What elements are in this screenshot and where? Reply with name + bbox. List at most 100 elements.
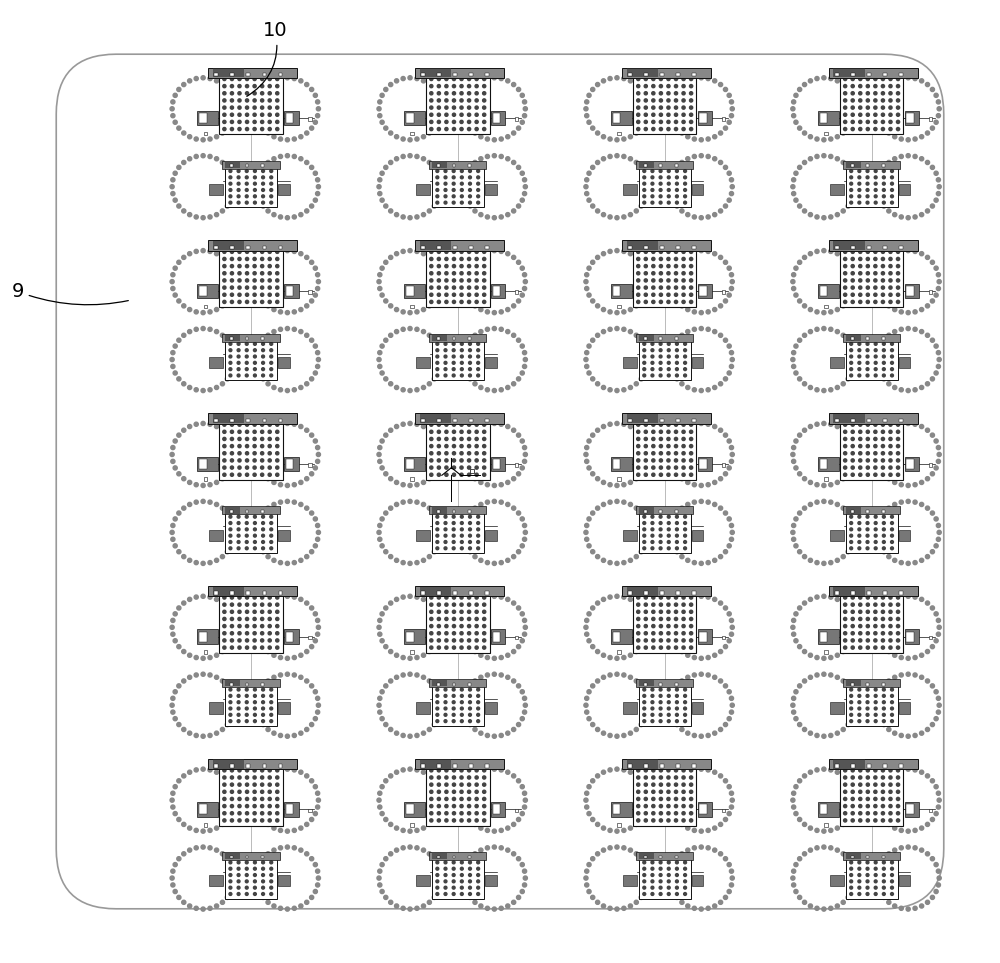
Circle shape: [261, 338, 265, 342]
Circle shape: [899, 137, 903, 142]
Circle shape: [475, 250, 478, 253]
Circle shape: [427, 900, 431, 904]
Circle shape: [460, 473, 463, 477]
Circle shape: [460, 355, 463, 358]
Circle shape: [238, 293, 241, 297]
Circle shape: [808, 307, 812, 312]
Circle shape: [173, 890, 177, 894]
Circle shape: [934, 785, 938, 789]
Circle shape: [225, 299, 229, 303]
Circle shape: [829, 906, 833, 910]
Circle shape: [220, 774, 225, 778]
Circle shape: [253, 791, 256, 794]
Circle shape: [229, 176, 232, 179]
Circle shape: [896, 452, 900, 455]
Circle shape: [473, 851, 477, 856]
Circle shape: [667, 127, 670, 131]
Circle shape: [477, 515, 480, 518]
Circle shape: [643, 890, 647, 894]
Circle shape: [427, 131, 431, 135]
Circle shape: [460, 515, 463, 518]
Circle shape: [891, 547, 893, 550]
Circle shape: [841, 507, 845, 510]
Circle shape: [692, 249, 696, 253]
Circle shape: [483, 106, 486, 109]
Circle shape: [668, 531, 672, 534]
Circle shape: [858, 861, 861, 864]
Circle shape: [254, 798, 258, 802]
Circle shape: [874, 189, 877, 192]
Circle shape: [389, 507, 393, 510]
Circle shape: [934, 93, 938, 97]
Circle shape: [452, 646, 456, 649]
Circle shape: [639, 166, 643, 169]
Circle shape: [439, 798, 443, 802]
Circle shape: [316, 357, 320, 362]
Circle shape: [230, 250, 234, 253]
Circle shape: [882, 88, 886, 91]
Circle shape: [421, 251, 426, 256]
Circle shape: [285, 768, 289, 771]
Circle shape: [646, 279, 650, 284]
Circle shape: [850, 689, 853, 691]
Circle shape: [467, 768, 471, 772]
Circle shape: [851, 445, 854, 448]
Circle shape: [483, 776, 486, 779]
Circle shape: [674, 819, 678, 822]
Circle shape: [245, 265, 249, 268]
Circle shape: [889, 300, 892, 303]
Circle shape: [659, 707, 662, 710]
Circle shape: [253, 91, 256, 95]
Bar: [636, 679, 693, 688]
Circle shape: [432, 779, 436, 783]
Circle shape: [729, 100, 734, 104]
Circle shape: [462, 459, 466, 463]
Bar: [199, 632, 207, 641]
Circle shape: [436, 517, 440, 521]
Circle shape: [171, 114, 175, 117]
Circle shape: [477, 189, 480, 192]
Circle shape: [427, 555, 431, 559]
Circle shape: [173, 812, 177, 816]
Circle shape: [844, 250, 847, 253]
Circle shape: [713, 826, 717, 830]
Circle shape: [637, 466, 640, 469]
Circle shape: [506, 213, 510, 217]
Circle shape: [215, 385, 219, 390]
Circle shape: [223, 300, 226, 303]
Circle shape: [690, 804, 693, 808]
Circle shape: [925, 727, 930, 732]
Circle shape: [866, 812, 869, 815]
Circle shape: [230, 77, 234, 81]
Circle shape: [272, 425, 276, 429]
Circle shape: [173, 690, 177, 693]
Circle shape: [851, 286, 854, 289]
Text: 10: 10: [247, 21, 288, 96]
Circle shape: [808, 559, 812, 562]
Circle shape: [254, 625, 258, 630]
Circle shape: [723, 644, 728, 649]
Circle shape: [475, 279, 478, 282]
Circle shape: [584, 453, 588, 456]
Circle shape: [667, 91, 670, 95]
Circle shape: [469, 343, 471, 346]
Bar: [833, 241, 865, 250]
Circle shape: [874, 430, 877, 433]
Circle shape: [934, 890, 938, 894]
Circle shape: [473, 649, 477, 654]
Circle shape: [675, 88, 679, 91]
Circle shape: [637, 85, 640, 88]
Circle shape: [878, 544, 882, 548]
Circle shape: [829, 76, 833, 81]
Circle shape: [792, 273, 796, 276]
Circle shape: [792, 537, 796, 541]
Circle shape: [906, 248, 910, 252]
Circle shape: [881, 430, 885, 433]
Circle shape: [794, 890, 798, 894]
Circle shape: [874, 374, 877, 377]
Circle shape: [477, 701, 480, 704]
Circle shape: [215, 653, 219, 658]
Circle shape: [875, 185, 879, 189]
Circle shape: [651, 169, 654, 172]
Circle shape: [467, 466, 471, 469]
